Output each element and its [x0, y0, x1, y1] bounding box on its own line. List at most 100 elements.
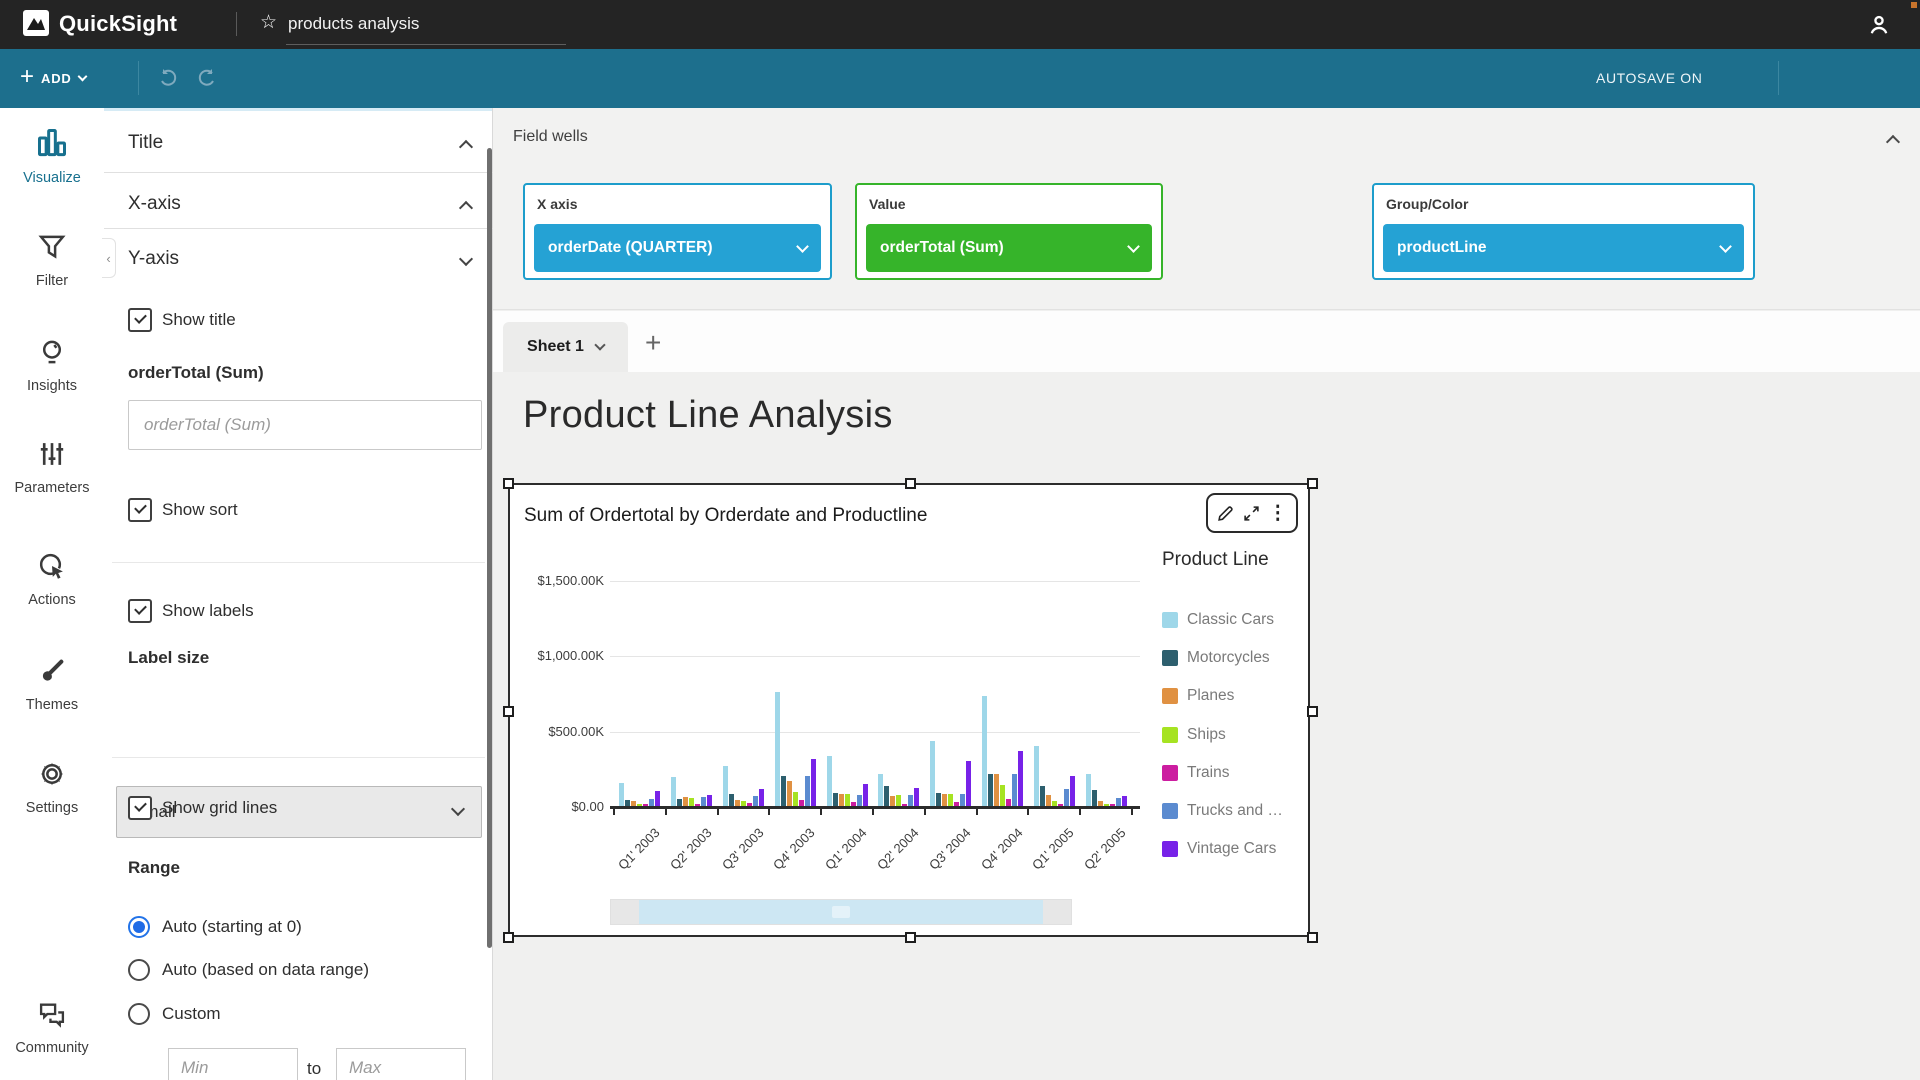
bar-planes[interactable] [994, 774, 999, 806]
sidebar-item-insights[interactable]: Insights [0, 338, 104, 394]
bar-trains[interactable] [643, 804, 649, 806]
legend-item-classic-cars[interactable]: Classic Cars [1162, 611, 1274, 629]
selection-handle[interactable] [1307, 932, 1318, 943]
section-title[interactable]: Title [128, 132, 164, 153]
bar-classic-cars[interactable] [826, 756, 832, 806]
sheet-tab[interactable]: Sheet 1 [503, 322, 628, 372]
bar-ships[interactable] [844, 793, 850, 806]
sidebar-item-actions[interactable]: Actions [0, 552, 104, 608]
bar-classic-cars[interactable] [619, 783, 625, 806]
field-well-pill[interactable]: orderDate (QUARTER) [534, 224, 821, 272]
bar-planes[interactable] [631, 800, 637, 806]
add-button[interactable]: + ADD [20, 63, 88, 93]
bar-trucks-and-buses[interactable] [701, 797, 707, 806]
bar-ships[interactable] [1000, 784, 1005, 806]
bar-trains[interactable] [695, 804, 701, 806]
bar-planes[interactable] [683, 797, 689, 806]
bar-vintage-cars[interactable] [1069, 775, 1075, 806]
bar-classic-cars[interactable] [1085, 774, 1091, 806]
bar-planes[interactable] [786, 781, 792, 806]
sidebar-item-community[interactable]: Community [0, 1000, 104, 1056]
expand-icon[interactable] [1243, 505, 1260, 522]
bar-planes[interactable] [890, 796, 896, 806]
range-max-input[interactable] [336, 1048, 466, 1080]
bar-trains[interactable] [902, 804, 908, 806]
bar-trucks-and-buses[interactable] [960, 794, 966, 806]
selection-handle[interactable] [1307, 478, 1318, 489]
bar-ships[interactable] [896, 794, 902, 806]
bar-vintage-cars[interactable] [1121, 796, 1127, 806]
sidebar-item-parameters[interactable]: Parameters [0, 440, 104, 496]
bar-trains[interactable] [850, 801, 856, 806]
bar-planes[interactable] [1097, 801, 1103, 806]
bar-trucks-and-buses[interactable] [649, 799, 655, 806]
panel-scrollbar[interactable] [487, 148, 492, 948]
selection-handle[interactable] [503, 478, 514, 489]
bar-trucks-and-buses[interactable] [1012, 774, 1017, 806]
bar-classic-cars[interactable] [878, 774, 884, 806]
chart-zoom-scrollbar[interactable] [610, 899, 1072, 925]
bar-vintage-cars[interactable] [810, 759, 816, 806]
bar-planes[interactable] [942, 793, 948, 806]
bar-classic-cars[interactable] [774, 691, 780, 806]
bar-trucks-and-buses[interactable] [1063, 789, 1069, 806]
add-sheet-button[interactable]: + [645, 327, 662, 358]
bar-motorcycles[interactable] [884, 786, 890, 806]
bar-chart-visual[interactable]: Sum of Ordertotal by Orderdate and Produ… [503, 478, 1318, 943]
bar-ships[interactable] [948, 793, 954, 806]
chevron-up-icon[interactable] [458, 200, 474, 216]
selection-handle[interactable] [905, 478, 916, 489]
bar-vintage-cars[interactable] [707, 794, 713, 806]
selection-handle[interactable] [1307, 706, 1318, 717]
section-x-axis[interactable]: X-axis [128, 193, 181, 214]
bar-vintage-cars[interactable] [759, 788, 764, 806]
sidebar-item-visualize[interactable]: Visualize [0, 128, 104, 186]
bar-classic-cars[interactable] [671, 777, 677, 806]
selection-handle[interactable] [503, 932, 514, 943]
bar-vintage-cars[interactable] [862, 783, 868, 806]
bar-motorcycles[interactable] [832, 793, 838, 806]
range-radio-3[interactable]: Custom [128, 1003, 221, 1025]
analysis-name[interactable]: products analysis [288, 14, 420, 33]
bar-ships[interactable] [792, 792, 798, 806]
legend-item-ships[interactable]: Ships [1162, 726, 1226, 744]
bar-ships[interactable] [741, 801, 746, 806]
bar-trucks-and-buses[interactable] [856, 795, 862, 806]
collapse-field-wells-button[interactable] [1885, 134, 1901, 152]
quicksight-logo-icon[interactable] [23, 10, 49, 36]
bar-trains[interactable] [954, 801, 960, 806]
legend-item-planes[interactable]: Planes [1162, 687, 1234, 705]
bar-vintage-cars[interactable] [966, 760, 972, 806]
scrollbar-right-cap[interactable] [1043, 900, 1071, 924]
bar-trains[interactable] [747, 803, 752, 806]
redo-button[interactable] [195, 68, 217, 88]
selection-handle[interactable] [905, 932, 916, 943]
bar-trains[interactable] [1006, 799, 1011, 806]
legend-item-vintage-cars[interactable]: Vintage Cars [1162, 840, 1276, 858]
bar-trucks-and-buses[interactable] [1115, 797, 1121, 806]
bar-vintage-cars[interactable] [914, 788, 920, 806]
chevron-down-icon[interactable] [458, 251, 474, 267]
bar-motorcycles[interactable] [780, 775, 786, 806]
selection-handle[interactable] [503, 706, 514, 717]
bar-ships[interactable] [689, 798, 695, 806]
show-title-checkbox[interactable]: Show title [128, 308, 236, 332]
sidebar-item-filter[interactable]: Filter [0, 233, 104, 289]
page-title[interactable]: Product Line Analysis [523, 394, 893, 436]
legend-item-motorcycles[interactable]: Motorcycles [1162, 649, 1270, 667]
bar-trains[interactable] [1109, 804, 1115, 806]
bar-planes[interactable] [735, 800, 740, 806]
show-grid-lines-checkbox[interactable]: Show grid lines [128, 796, 277, 820]
field-well-pill[interactable]: productLine [1383, 224, 1744, 272]
bar-classic-cars[interactable] [723, 766, 728, 806]
bar-motorcycles[interactable] [1091, 790, 1097, 806]
show-sort-checkbox[interactable]: Show sort [128, 498, 238, 522]
field-well-pill[interactable]: orderTotal (Sum) [866, 224, 1152, 272]
scrollbar-grip[interactable] [832, 906, 850, 918]
bar-motorcycles[interactable] [988, 774, 993, 806]
axis-title-input[interactable] [128, 400, 482, 450]
bar-trucks-and-buses[interactable] [753, 795, 758, 806]
panel-collapse-button[interactable]: ‹ [102, 238, 116, 278]
bar-motorcycles[interactable] [729, 794, 734, 806]
legend-item-trucks-and-buses[interactable]: Trucks and … [1162, 802, 1283, 820]
